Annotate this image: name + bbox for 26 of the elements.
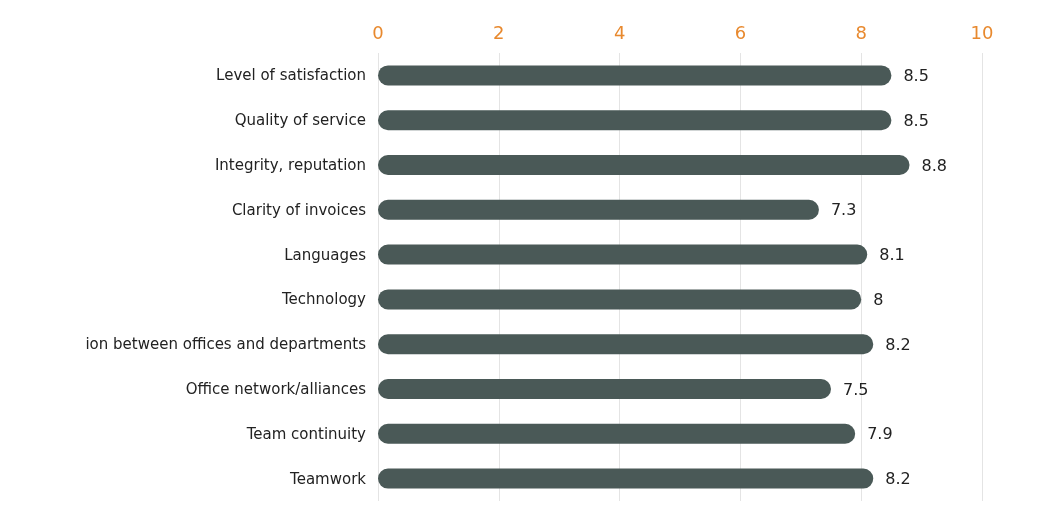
x-tick-label: 6 <box>734 21 747 43</box>
y-tick-label: Quality of service <box>234 111 366 130</box>
data-label: 7.9 <box>867 424 893 444</box>
data-label: 7.5 <box>843 379 869 399</box>
data-label: 8.2 <box>885 469 911 489</box>
y-tick-label: Level of satisfaction <box>216 66 366 85</box>
data-label: 8 <box>873 289 884 309</box>
y-tick-label: Technology <box>280 290 367 309</box>
y-tick-label: Languages <box>284 245 367 264</box>
x-tick-label: 2 <box>493 21 505 43</box>
y-tick-label: Team continuity <box>245 424 367 443</box>
y-tick-label: ion between offices and departments <box>85 335 367 354</box>
data-label: 8.1 <box>879 245 905 265</box>
x-tick-label: 0 <box>372 21 384 43</box>
data-label: 8.5 <box>903 65 929 85</box>
data-label: 8.5 <box>903 110 929 130</box>
x-tick-label: 4 <box>613 21 626 43</box>
data-label: 8.8 <box>921 155 947 175</box>
y-tick-label: Office network/alliances <box>185 380 367 398</box>
data-label: 8.2 <box>885 334 911 354</box>
x-tick-label: 8 <box>855 21 867 43</box>
y-tick-label: Teamwork <box>289 469 367 488</box>
y-tick-label: Integrity, reputation <box>214 156 366 174</box>
x-tick-label: 10 <box>970 21 994 43</box>
y-tick-label: Clarity of invoices <box>231 200 367 219</box>
data-label: 7.3 <box>830 200 857 220</box>
